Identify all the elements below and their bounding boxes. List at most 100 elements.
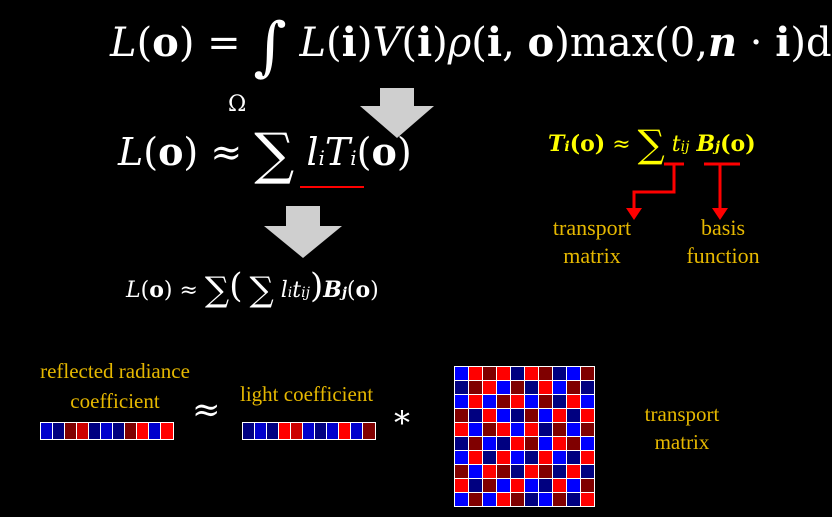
matrix-cell — [567, 409, 580, 422]
light-coefficient-strip — [242, 422, 376, 440]
transport-matrix-label-bottom: transport matrix — [644, 402, 720, 454]
matrix-cell — [511, 423, 524, 436]
omega-subscript: Ω — [228, 92, 247, 117]
matrix-cell — [511, 381, 524, 394]
matrix-cell — [581, 493, 594, 506]
matrix-cell — [469, 423, 482, 436]
matrix-cell — [553, 367, 566, 380]
matrix-cell — [581, 395, 594, 408]
matrix-cell — [567, 437, 580, 450]
matrix-cell — [525, 465, 538, 478]
matrix-cell — [539, 479, 552, 492]
approximation-equation-2: L(o) ≈ ∑( ∑ litij)Bj(o) — [126, 266, 379, 310]
matrix-cell — [511, 437, 524, 450]
coefficient-cell — [89, 423, 101, 439]
matrix-cell — [553, 437, 566, 450]
coefficient-cell — [77, 423, 89, 439]
matrix-cell — [483, 409, 496, 422]
matrix-cell — [483, 395, 496, 408]
matrix-cell — [497, 423, 510, 436]
matrix-cell — [483, 465, 496, 478]
matrix-cell — [539, 493, 552, 506]
matrix-cell — [567, 479, 580, 492]
matrix-cell — [469, 367, 482, 380]
matrix-cell — [511, 409, 524, 422]
matrix-cell — [455, 479, 468, 492]
matrix-cell — [497, 465, 510, 478]
coefficient-cell — [113, 423, 125, 439]
matrix-cell — [581, 465, 594, 478]
matrix-cell — [455, 409, 468, 422]
coefficient-cell — [161, 423, 173, 439]
matrix-cell — [469, 493, 482, 506]
matrix-cell — [497, 409, 510, 422]
matrix-cell — [511, 367, 524, 380]
matrix-cell — [469, 465, 482, 478]
matrix-cell — [525, 493, 538, 506]
coefficient-cell — [339, 423, 351, 439]
coefficient-cell — [53, 423, 65, 439]
matrix-cell — [511, 395, 524, 408]
matrix-cell — [581, 409, 594, 422]
matrix-cell — [553, 465, 566, 478]
matrix-cell — [525, 367, 538, 380]
matrix-cell — [553, 493, 566, 506]
matrix-cell — [525, 423, 538, 436]
matrix-cell — [581, 423, 594, 436]
coefficient-cell — [41, 423, 53, 439]
matrix-cell — [497, 493, 510, 506]
matrix-cell — [581, 479, 594, 492]
matrix-cell — [455, 395, 468, 408]
matrix-cell — [497, 451, 510, 464]
matrix-cell — [567, 423, 580, 436]
coefficient-cell — [267, 423, 279, 439]
matrix-cell — [567, 395, 580, 408]
multiply-symbol: * — [394, 404, 410, 442]
coefficient-cell — [243, 423, 255, 439]
approx-symbol: ≈ — [192, 390, 221, 430]
matrix-cell — [469, 451, 482, 464]
matrix-cell — [497, 367, 510, 380]
coefficient-cell — [137, 423, 149, 439]
coefficient-cell — [315, 423, 327, 439]
matrix-cell — [511, 451, 524, 464]
matrix-cell — [567, 451, 580, 464]
matrix-cell — [539, 437, 552, 450]
matrix-cell — [483, 451, 496, 464]
matrix-cell — [567, 367, 580, 380]
coefficient-cell — [363, 423, 375, 439]
matrix-cell — [483, 479, 496, 492]
matrix-cell — [525, 381, 538, 394]
matrix-cell — [469, 381, 482, 394]
coefficient-cell — [351, 423, 363, 439]
matrix-cell — [469, 437, 482, 450]
matrix-cell — [567, 381, 580, 394]
coefficient-cell — [125, 423, 137, 439]
matrix-cell — [581, 437, 594, 450]
matrix-cell — [539, 367, 552, 380]
matrix-cell — [567, 465, 580, 478]
down-arrow-icon — [264, 206, 342, 258]
down-arrow-icon — [360, 88, 434, 138]
reflected-radiance-label: reflected radiance coefficient — [40, 359, 190, 413]
transport-matrix-label-top: transport matrix — [552, 215, 632, 268]
matrix-cell — [581, 451, 594, 464]
basis-function-label: basis function — [686, 215, 760, 268]
matrix-cell — [553, 409, 566, 422]
matrix-cell — [455, 381, 468, 394]
matrix-cell — [581, 367, 594, 380]
matrix-cell — [511, 465, 524, 478]
matrix-cell — [469, 409, 482, 422]
matrix-cell — [469, 395, 482, 408]
light-coefficient-label: light coefficient — [240, 382, 374, 406]
matrix-cell — [455, 367, 468, 380]
coefficient-cell — [149, 423, 161, 439]
reflected-coefficient-strip — [40, 422, 174, 440]
matrix-cell — [553, 381, 566, 394]
matrix-cell — [455, 423, 468, 436]
matrix-cell — [553, 395, 566, 408]
transport-matrix-grid — [454, 366, 595, 507]
coefficient-cell — [279, 423, 291, 439]
matrix-cell — [525, 437, 538, 450]
